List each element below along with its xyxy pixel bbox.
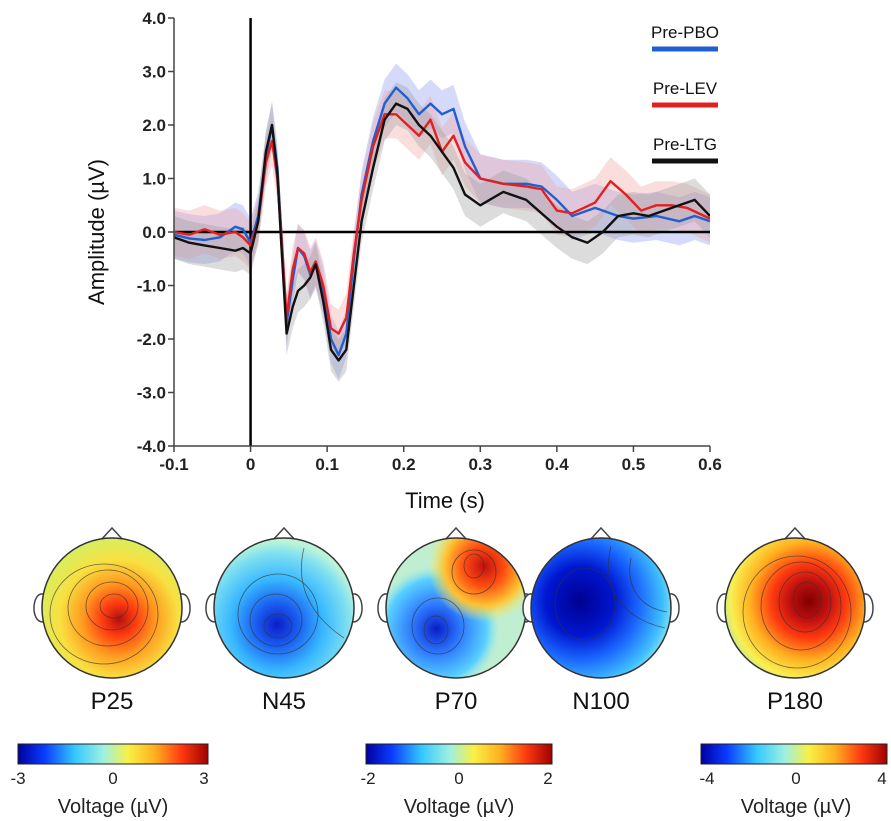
colorbar-mid: 0 xyxy=(454,769,463,788)
colorbar-min: -3 xyxy=(10,769,25,788)
legend: Pre-PBO Pre-LEV Pre-LTG xyxy=(651,23,719,164)
legend-label: Pre-PBO xyxy=(651,23,719,42)
right-ear-icon xyxy=(180,593,191,623)
y-axis-label: Amplitude (µV) xyxy=(84,159,109,305)
left-ear-icon xyxy=(522,593,533,623)
series-line-pre-ltg xyxy=(174,102,710,362)
y-tick-label: 1.0 xyxy=(142,170,166,189)
contour-lines xyxy=(237,547,345,655)
colorbar-max: 3 xyxy=(199,769,208,788)
contour-lines xyxy=(49,563,159,665)
y-tick-label: -4.0 xyxy=(137,437,166,456)
legend-label: Pre-LTG xyxy=(653,135,717,154)
scalp-map xyxy=(213,537,355,679)
topomap-label: N100 xyxy=(572,688,629,715)
y-tick-label: -2.0 xyxy=(137,330,166,349)
topomap-label: P25 xyxy=(91,688,134,715)
topomap-p180 xyxy=(716,526,874,679)
colorbar-3: -4 0 4 Voltage (µV) xyxy=(699,743,888,818)
contour-lines xyxy=(411,549,497,655)
colorbar-1: -3 0 3 Voltage (µV) xyxy=(10,743,209,818)
topomap-p25 xyxy=(33,526,191,679)
series-lines xyxy=(174,86,710,362)
topomap-row: P25 N45 P70 N100 P180 xyxy=(33,526,874,715)
left-ear-icon xyxy=(33,593,44,623)
y-tick-label: -1.0 xyxy=(137,277,166,296)
legend-label: Pre-LEV xyxy=(653,79,718,98)
scalp-map xyxy=(41,537,183,679)
topomap-n45 xyxy=(205,526,363,679)
left-ear-icon xyxy=(716,593,727,623)
colorbar-gradient xyxy=(17,743,209,765)
confidence-bands xyxy=(174,63,710,382)
x-tick-label: 0 xyxy=(246,455,255,474)
colorbar-mid: 0 xyxy=(108,769,117,788)
scalp-map xyxy=(724,537,866,679)
x-tick-label: 0.6 xyxy=(698,455,722,474)
right-ear-icon xyxy=(669,593,680,623)
contour-lines xyxy=(554,545,668,641)
y-tick-label: -3.0 xyxy=(137,384,166,403)
topomap-label: N45 xyxy=(262,688,306,715)
colorbar-min: -4 xyxy=(699,769,714,788)
colorbar-max: 4 xyxy=(877,769,886,788)
x-tick-label: 0.4 xyxy=(545,455,569,474)
left-ear-icon xyxy=(377,593,388,623)
colorbar-gradient xyxy=(700,743,888,765)
colorbar-title: Voltage (µV) xyxy=(741,796,851,818)
x-tick-label: 0.3 xyxy=(468,455,492,474)
colorbar-min: -2 xyxy=(360,769,375,788)
x-tick-label: 0.1 xyxy=(315,455,339,474)
y-tick-label: 2.0 xyxy=(142,116,166,135)
contour-lines xyxy=(742,555,852,669)
colorbar-mid: 0 xyxy=(791,769,800,788)
topomap-label: P180 xyxy=(767,688,823,715)
colorbar-title: Voltage (µV) xyxy=(404,796,514,818)
colorbar-title: Voltage (µV) xyxy=(58,796,168,818)
y-ticks: 4.0 3.0 2.0 1.0 0.0 -1.0 -2.0 -3.0 -4.0 xyxy=(137,9,174,456)
topomap-n100 xyxy=(522,526,680,679)
x-tick-label: -0.1 xyxy=(159,455,188,474)
erp-chart: 4.0 3.0 2.0 1.0 0.0 -1.0 -2.0 -3.0 -4.0 -0.1 0 0.1… xyxy=(84,9,722,513)
colorbar-gradient xyxy=(365,743,553,765)
y-tick-label: 4.0 xyxy=(142,9,166,28)
x-tick-label: 0.2 xyxy=(392,455,416,474)
y-tick-label: 3.0 xyxy=(142,63,166,82)
x-ticks: -0.1 0 0.1 0.2 0.3 0.4 0.5 0.6 xyxy=(159,446,722,474)
scalp-map xyxy=(530,537,672,679)
x-axis-label: Time (s) xyxy=(405,488,485,513)
y-tick-label: 0.0 xyxy=(142,223,166,242)
colorbar-2: -2 0 2 Voltage (µV) xyxy=(360,743,553,818)
x-tick-label: 0.5 xyxy=(622,455,646,474)
left-ear-icon xyxy=(205,593,216,623)
topomap-p70 xyxy=(377,526,535,679)
right-ear-icon xyxy=(863,593,874,623)
right-ear-icon xyxy=(352,593,363,623)
colorbar-max: 2 xyxy=(543,769,552,788)
topomap-label: P70 xyxy=(435,688,478,715)
